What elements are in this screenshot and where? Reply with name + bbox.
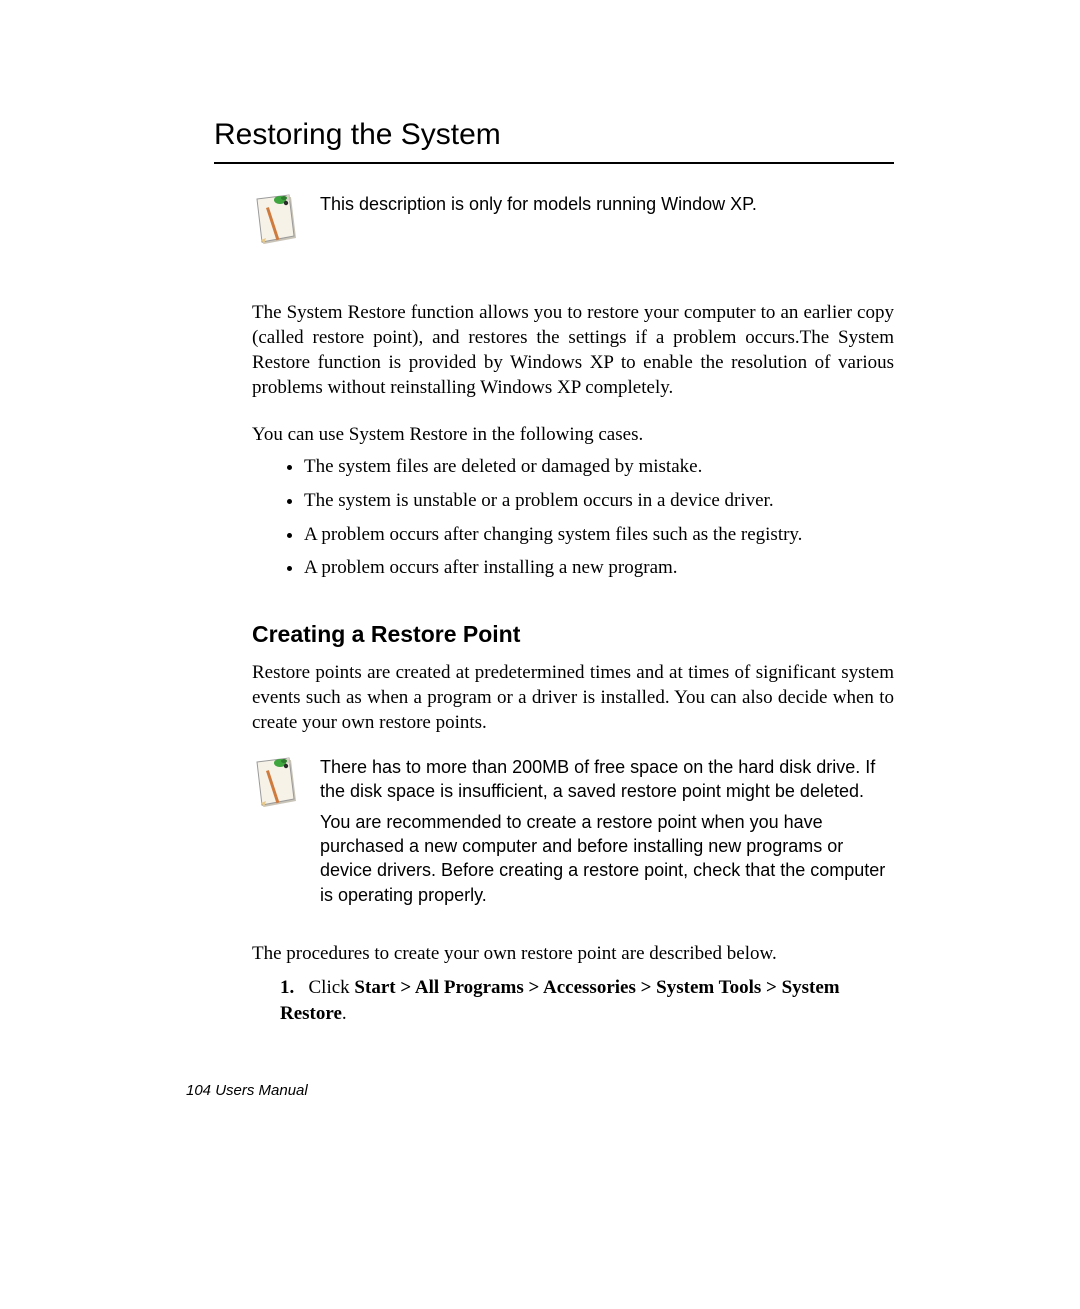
note-2-p2: You are recommended to create a restore … — [320, 810, 894, 907]
note-pencil-icon — [252, 192, 302, 248]
title-rule — [214, 162, 894, 164]
intro-paragraph: The System Restore function allows you t… — [252, 300, 894, 400]
document-page: Restoring the System This description is… — [0, 0, 1080, 1309]
subheading-creating-restore-point: Creating a Restore Point — [252, 621, 894, 648]
note-pencil-icon — [252, 755, 302, 811]
step-prefix: Click — [309, 977, 355, 998]
content-area: Restoring the System This description is… — [214, 118, 894, 1034]
step-number: 1. — [280, 977, 294, 998]
steps-list: 1. Click Start > All Programs > Accessor… — [276, 975, 894, 1026]
list-item: A problem occurs after installing a new … — [304, 555, 894, 581]
cases-list: The system files are deleted or damaged … — [304, 454, 894, 581]
sub-intro-paragraph: Restore points are created at predetermi… — [252, 660, 894, 735]
cases-lead: You can use System Restore in the follow… — [252, 424, 894, 446]
step-suffix: . — [342, 1003, 347, 1024]
list-item: The system files are deleted or damaged … — [304, 454, 894, 480]
list-item: A problem occurs after changing system f… — [304, 522, 894, 548]
procedures-lead: The procedures to create your own restor… — [252, 943, 894, 965]
step-bold-path: Start > All Programs > Accessories > Sys… — [280, 977, 840, 1024]
step-item-1: 1. Click Start > All Programs > Accessor… — [276, 975, 894, 1026]
note-2-text: There has to more than 200MB of free spa… — [320, 755, 894, 913]
page-title: Restoring the System — [214, 118, 894, 152]
note-block-2: There has to more than 200MB of free spa… — [252, 755, 894, 913]
note-block-1: This description is only for models runn… — [252, 192, 894, 248]
note-2-p1: There has to more than 200MB of free spa… — [320, 755, 894, 804]
step-body: Click Start > All Programs > Accessories… — [280, 977, 840, 1024]
page-footer: 104 Users Manual — [186, 1082, 308, 1099]
list-item: The system is unstable or a problem occu… — [304, 488, 894, 514]
note-1-text: This description is only for models runn… — [320, 192, 894, 216]
